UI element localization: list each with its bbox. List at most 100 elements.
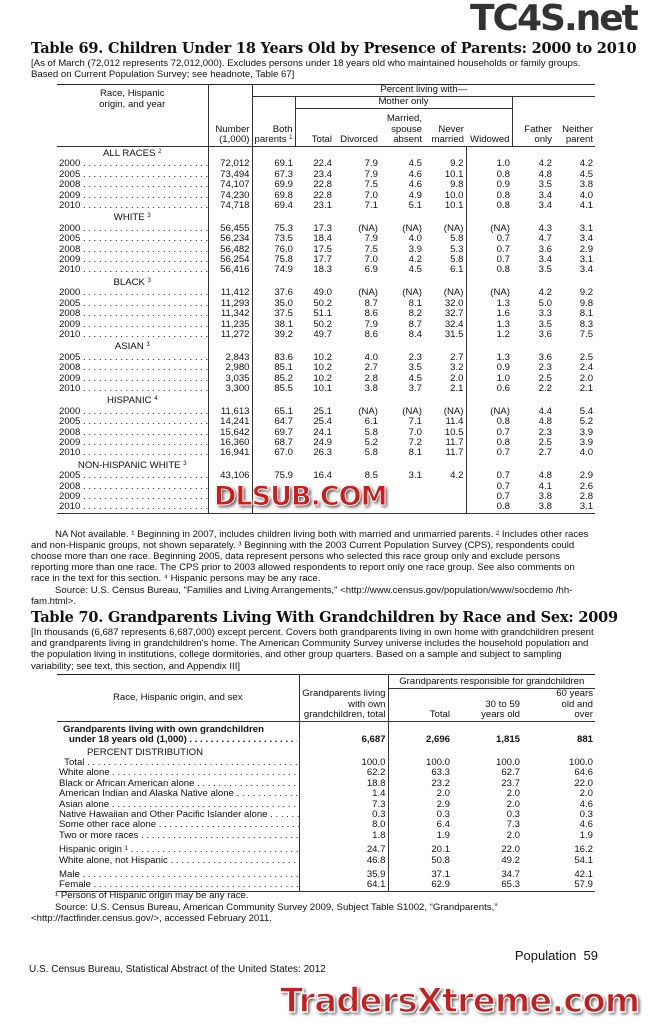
value-cell: 5.0 xyxy=(538,298,552,309)
value-cell: 3.4 xyxy=(538,201,552,212)
col-total: Total xyxy=(311,134,332,146)
value-cell: 49.2 xyxy=(501,855,520,866)
value-cell: 0.8 xyxy=(496,417,510,428)
table-row: Some other race alone . . . . . . . . . … xyxy=(57,820,595,831)
value-cell: 4.5 xyxy=(408,373,422,384)
table-row: 2008 . . . . . . . . . . . . . . . . . .… xyxy=(57,180,595,191)
value-cell: 0.8 xyxy=(496,190,510,201)
value-cell: 1.3 xyxy=(496,352,510,363)
value-cell: 4.0 xyxy=(364,352,378,363)
table-row: 2009 . . . . . . . . . . . . . . . . . .… xyxy=(57,319,595,330)
value-cell xyxy=(208,502,253,514)
value-cell: 0.7 xyxy=(496,471,510,482)
responsible-header: Grandparents responsible for grandchildr… xyxy=(388,674,595,689)
table-row: 2005 . . . . . . . . . . . . . . . . . .… xyxy=(57,352,595,364)
empty-cell xyxy=(334,459,380,471)
table-row: 2008 . . . . . . . . . . . . . . . . . .… xyxy=(57,363,595,374)
year-label: 2010 . . . . . . . . . . . . . . . . . .… xyxy=(57,502,209,514)
value-cell: (NA) xyxy=(402,406,422,417)
empty-cell xyxy=(295,147,334,160)
year-label: 2009 . . . . . . . . . . . . . . . . . .… xyxy=(57,373,209,384)
empty-cell xyxy=(380,340,424,352)
stub-header: Race, Hispanic origin, and sex xyxy=(57,674,300,722)
group-label: NON-HISPANIC WHITE 3 xyxy=(57,458,209,472)
value-cell: 74,230 xyxy=(208,190,253,202)
value-cell: 9.2 xyxy=(579,288,594,299)
value-cell: 2.3 xyxy=(538,363,552,374)
year-label: 2009 . . . . . . . . . . . . . . . . . .… xyxy=(57,492,209,503)
table-row: Native Hawaiian and Other Pacific Island… xyxy=(57,810,595,821)
table-row: 2000 . . . . . . . . . . . . . . . . . .… xyxy=(57,288,595,299)
empty-cell xyxy=(380,459,424,471)
value-cell: 11.7 xyxy=(424,448,467,459)
value-cell: 23.1 xyxy=(313,201,332,212)
year-label: 2005 . . . . . . . . . . . . . . . . . .… xyxy=(57,352,209,364)
group-footnote: 3 xyxy=(147,277,151,284)
value-cell: 7.3 xyxy=(506,820,520,831)
value-cell: 8.7 xyxy=(364,298,378,309)
value-cell: 69.1 xyxy=(274,159,293,170)
col-living-total: Grandparents living with own grandchildr… xyxy=(299,674,389,722)
group-label: WHITE 3 xyxy=(57,211,209,224)
col-widowed: Widowed xyxy=(466,108,513,147)
value-cell: 0.9 xyxy=(496,180,510,191)
empty-cell xyxy=(512,459,554,471)
value-cell: 9.8 xyxy=(424,180,467,191)
value-cell: 22.8 xyxy=(313,190,332,201)
empty-cell xyxy=(334,394,380,406)
col-married-spouse-absent: Married, spouse absent xyxy=(386,113,422,146)
empty-cell xyxy=(252,276,295,288)
empty-cell xyxy=(380,394,424,406)
value-cell: 25.4 xyxy=(313,417,332,428)
table-69: Race, Hispanic origin, and year Number (1… xyxy=(57,84,596,514)
value-cell: 18.8 xyxy=(299,778,389,790)
empty-cell xyxy=(424,340,467,353)
row-label: Total . . . . . . . . . . . . . . . . . … xyxy=(57,758,300,769)
value-cell: 24.9 xyxy=(313,437,332,448)
value-cell: 23.4 xyxy=(313,169,332,180)
value-cell: 2.9 xyxy=(436,799,450,810)
value-cell: 42.1 xyxy=(574,869,593,881)
value-cell: 4.6 xyxy=(408,169,422,180)
value-cell: 16,941 xyxy=(208,448,253,459)
year-label: 2009 . . . . . . . . . . . . . . . . . .… xyxy=(57,255,209,266)
summary-value: 2,696 xyxy=(425,734,450,746)
value-cell: 65.3 xyxy=(501,880,520,891)
value-cell: 32.4 xyxy=(424,319,467,330)
year-label: 2000 . . . . . . . . . . . . . . . . . .… xyxy=(57,288,209,299)
value-cell: 2.1 xyxy=(579,383,594,394)
group-header-row: NON-HISPANIC WHITE 3 xyxy=(57,458,595,472)
table-69-title: Table 69. Children Under 18 Years Old by… xyxy=(31,40,637,57)
table-row: 2008 . . . . . . . . . . . . . . . . . .… xyxy=(57,244,595,256)
year-label: 2009 . . . . . . . . . . . . . . . . . .… xyxy=(57,437,209,449)
group-header-row: ALL RACES 2 xyxy=(57,146,595,160)
value-cell xyxy=(424,492,467,503)
value-cell: 64.1 xyxy=(299,880,389,892)
empty-cell xyxy=(208,211,253,224)
value-cell: 11,235 xyxy=(208,319,253,330)
value-cell: 5.4 xyxy=(579,406,594,417)
value-cell: 10.2 xyxy=(313,373,332,384)
table-row: 2009 . . . . . . . . . . . . . . . . . .… xyxy=(57,255,595,266)
value-cell: 4.6 xyxy=(579,820,593,831)
row-label: Some other race alone . . . . . . . . . … xyxy=(57,820,300,831)
value-cell: 64.7 xyxy=(274,417,293,428)
value-cell: 64.6 xyxy=(574,768,593,779)
value-cell: 4.3 xyxy=(538,223,552,234)
value-cell: 1.9 xyxy=(436,830,450,841)
value-cell: 2.8 xyxy=(364,373,378,384)
table-row: 2010 . . . . . . . . . . . . . . . . . .… xyxy=(57,265,595,276)
value-cell: 3.6 xyxy=(538,352,552,363)
value-cell: 2.0 xyxy=(424,373,467,384)
value-cell: 37.1 xyxy=(431,869,450,881)
value-cell: 8.1 xyxy=(408,448,422,459)
value-cell: 2.5 xyxy=(579,352,594,363)
value-cell: 4.6 xyxy=(408,180,422,191)
value-cell: 4.2 xyxy=(538,159,552,170)
table-row: Black or African American alone . . . . … xyxy=(57,778,595,790)
col-30-to-59: 30 to 59 years old xyxy=(481,698,520,721)
value-cell: 4.8 xyxy=(538,417,552,428)
row-label: Two or more races . . . . . . . . . . . … xyxy=(57,830,300,842)
empty-cell xyxy=(512,211,554,223)
table-row: 2005 . . . . . . . . . . . . . . . . . .… xyxy=(57,298,595,310)
